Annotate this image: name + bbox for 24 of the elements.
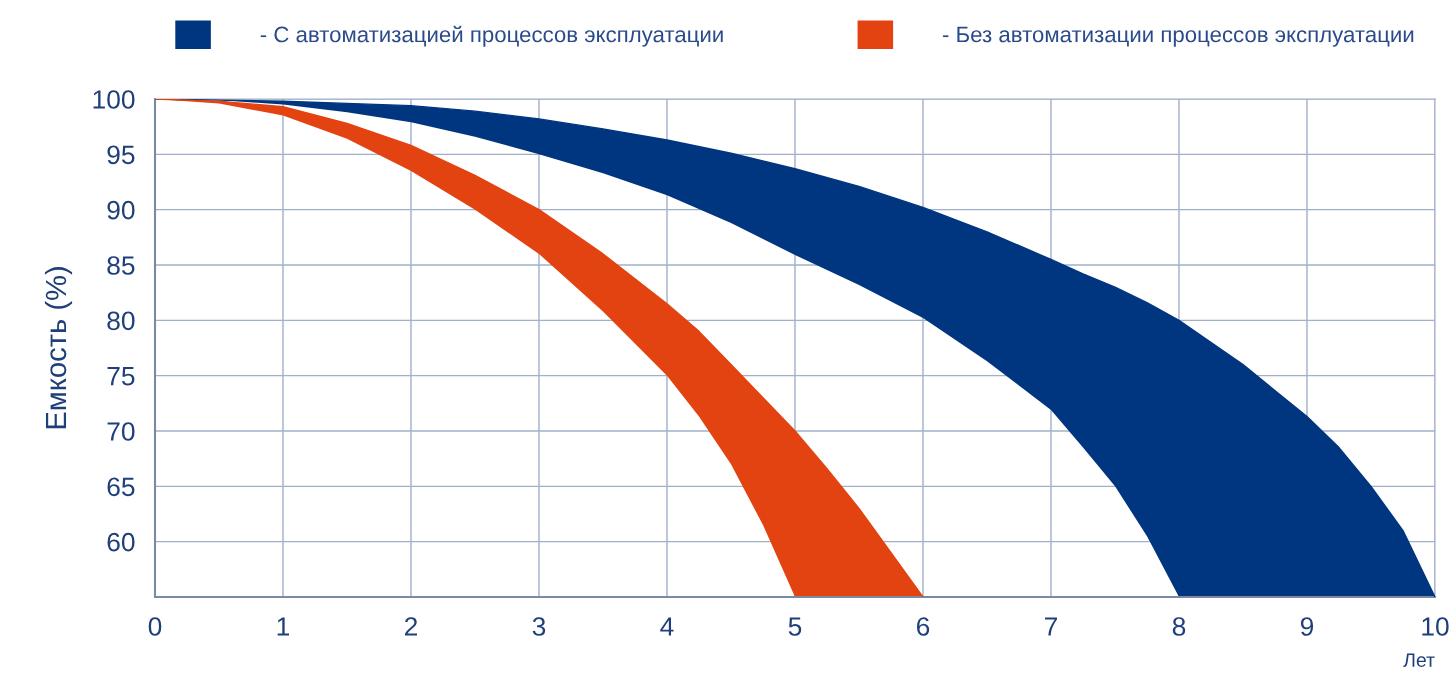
x-axis-title: Лет <box>1403 653 1435 667</box>
x-tick-label: 1 <box>277 617 290 636</box>
y-tick-label: 90 <box>107 200 135 220</box>
y-tick-label: 60 <box>107 532 135 552</box>
y-axis-title: Емкость (%) <box>44 267 73 429</box>
y-tick-label: 70 <box>107 422 135 441</box>
x-tick-label: 6 <box>917 617 930 636</box>
x-tick-label: 2 <box>404 617 418 636</box>
x-tick-label: 0 <box>148 617 162 636</box>
y-tick-label: 75 <box>107 367 135 386</box>
x-tick-label: 9 <box>1300 617 1314 636</box>
x-tick-label: 7 <box>1045 617 1058 636</box>
x-tick-label: 5 <box>788 617 802 636</box>
x-tick-label: 4 <box>660 617 674 636</box>
y-tick-label: 65 <box>107 477 135 497</box>
y-tick-label: 95 <box>107 145 135 165</box>
x-tick-label: 10 <box>1422 617 1449 636</box>
legend-label: - Без автоматизации процессов эксплуатации <box>942 26 1414 47</box>
legend-label: - С автоматизацией процессов эксплуатации <box>260 25 723 47</box>
y-tick-label: 85 <box>107 256 135 275</box>
x-tick-label: 8 <box>1172 617 1186 636</box>
y-tick-label: 80 <box>107 311 135 331</box>
y-tick-label: 100 <box>93 90 135 109</box>
x-tick-label: 3 <box>532 617 546 636</box>
